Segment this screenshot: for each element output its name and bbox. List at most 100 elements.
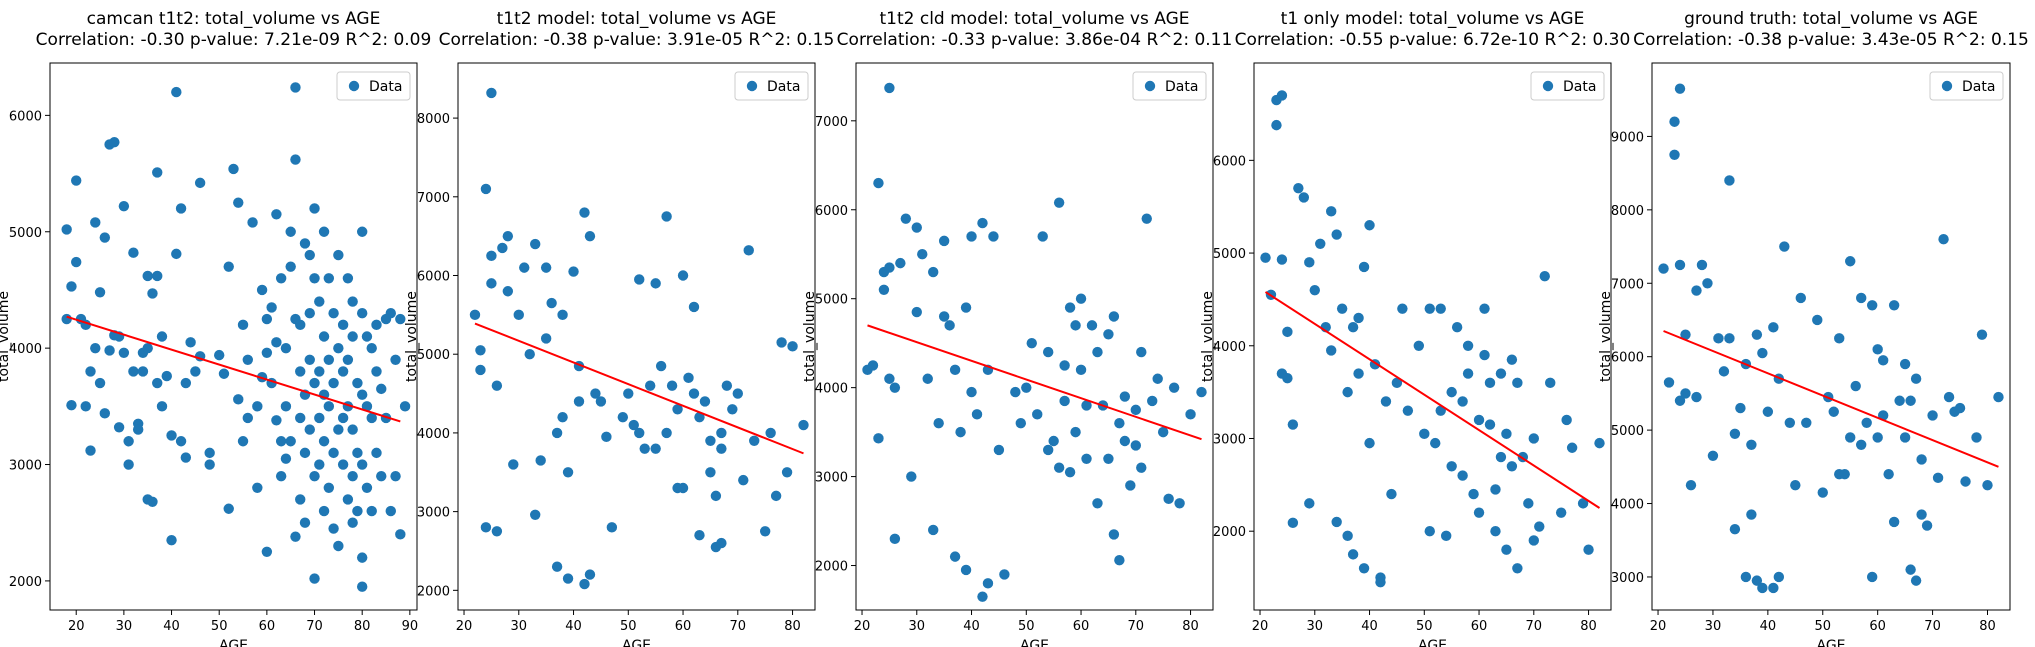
data-point: [1916, 454, 1927, 465]
plot-frame: [1253, 62, 1612, 611]
data-point: [366, 412, 377, 424]
data-point: [1555, 507, 1567, 518]
data-point: [694, 411, 705, 423]
regression-line: [1663, 330, 1999, 468]
data-point: [873, 433, 884, 444]
data-point: [361, 482, 373, 493]
x-tick-label: 60: [259, 619, 276, 634]
data-point: [1583, 544, 1594, 555]
data-point: [1260, 252, 1271, 263]
data-point: [639, 443, 650, 454]
data-point: [1916, 509, 1927, 520]
data-point: [113, 422, 125, 433]
data-point: [1103, 453, 1114, 464]
data-point: [356, 226, 368, 237]
data-point: [104, 345, 115, 356]
data-point: [911, 306, 922, 318]
data-point: [1545, 377, 1556, 389]
data-point: [1484, 377, 1496, 389]
data-point: [1801, 417, 1812, 428]
data-point: [376, 470, 387, 482]
data-point: [1757, 347, 1768, 359]
data-point: [395, 529, 406, 540]
data-point: [1894, 395, 1905, 406]
data-point: [1457, 396, 1468, 407]
data-point: [1147, 395, 1158, 407]
data-point: [628, 419, 639, 431]
data-point: [1495, 451, 1507, 463]
data-point: [318, 331, 330, 342]
data-point: [1053, 197, 1065, 208]
data-point: [1927, 410, 1938, 421]
data-point: [705, 467, 716, 478]
x-tick-label: 20: [1650, 619, 1667, 634]
data-point: [223, 261, 234, 272]
data-point: [328, 308, 339, 319]
data-point: [666, 380, 678, 391]
legend-label: Data: [369, 79, 402, 95]
data-point: [1506, 461, 1518, 472]
data-point: [1773, 571, 1785, 583]
data-point: [798, 419, 809, 431]
x-tick-label: 70: [1128, 619, 1145, 634]
data-point: [1353, 312, 1364, 324]
data-point: [1512, 563, 1523, 574]
chart-subtitle: Correlation: -0.38 p-value: 3.91e-05 R^2…: [439, 30, 835, 50]
data-point: [256, 284, 268, 296]
legend-label: Data: [1165, 79, 1198, 95]
data-point: [299, 447, 311, 459]
data-point: [1114, 418, 1125, 429]
data-point: [787, 341, 798, 352]
data-point: [475, 364, 486, 376]
data-point: [94, 377, 106, 389]
data-point: [99, 232, 111, 243]
data-point: [486, 87, 497, 99]
data-point: [290, 154, 301, 165]
data-point: [966, 386, 977, 398]
data-point: [1932, 472, 1944, 484]
data-point: [623, 388, 634, 399]
data-point: [347, 331, 358, 342]
data-point: [1539, 271, 1550, 282]
x-axis-label: AGE: [1020, 638, 1049, 647]
data-point: [1059, 360, 1070, 371]
data-point: [1501, 544, 1512, 555]
data-point: [166, 430, 177, 441]
data-point: [142, 342, 153, 354]
data-point: [1866, 571, 1878, 583]
data-point: [371, 447, 382, 459]
data-point: [1976, 329, 1988, 340]
data-point: [1092, 498, 1103, 509]
data-point: [85, 366, 96, 377]
data-point: [770, 490, 782, 502]
data-point: [1298, 192, 1310, 203]
data-point: [304, 249, 315, 261]
x-tick-label: 70: [730, 619, 747, 634]
legend-box: [336, 71, 411, 101]
data-point: [1462, 340, 1474, 351]
x-tick-label: 20: [68, 619, 85, 634]
data-point: [508, 459, 519, 470]
x-tick-label: 30: [1705, 619, 1722, 634]
x-axis-label: AGE: [1418, 638, 1447, 647]
y-tick-label: 5000: [1611, 424, 1644, 439]
data-point: [71, 256, 82, 268]
data-point: [161, 370, 172, 382]
data-point: [94, 287, 106, 298]
data-point: [390, 354, 401, 365]
legend-marker: [1542, 80, 1554, 92]
data-point: [371, 366, 382, 377]
legend-marker: [1941, 80, 1953, 92]
data-point: [1037, 231, 1048, 242]
data-point: [672, 404, 683, 415]
legend-marker: [348, 80, 360, 92]
data-point: [1768, 322, 1779, 333]
data-point: [1331, 516, 1342, 528]
x-tick-label: 60: [1869, 619, 1886, 634]
data-point: [1790, 479, 1801, 491]
data-point: [661, 427, 672, 439]
data-point: [716, 537, 727, 549]
data-point: [540, 262, 552, 273]
data-point: [1663, 377, 1675, 388]
data-point: [1674, 395, 1686, 406]
